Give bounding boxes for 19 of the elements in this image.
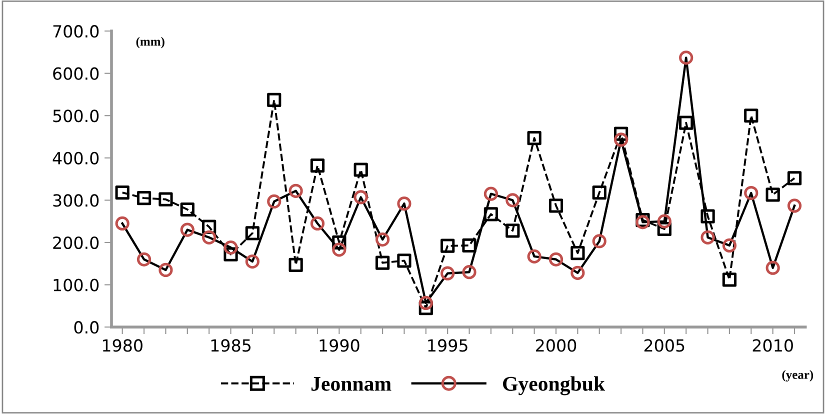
y-axis-title: (mm) [136,36,164,48]
y-tick-label: 100.0 [54,278,99,292]
legend-label: Gyeongbuk [503,376,606,396]
x-tick-label: 2010 [752,339,793,352]
y-tick-label: 400.0 [52,152,99,164]
y-tick-label: 300.0 [53,194,99,207]
x-tick-label: 1990 [320,339,360,352]
x-tick-label: 1985 [211,339,251,352]
legend-label: Jeonnam [311,377,392,391]
y-tick-label: 600.0 [53,67,99,80]
x-tick-label: 2000 [536,339,576,352]
y-tick-label: 700.0 [53,25,99,38]
x-tick-label: 2005 [644,339,684,352]
x-tick-label: 1980 [102,339,142,352]
y-tick-label: 200.0 [53,236,99,250]
y-tick-label: 500.0 [53,110,99,122]
y-tick-label: 0.0 [74,321,99,334]
x-axis-title: (year) [782,370,814,382]
x-tick-label: 1995 [428,339,468,352]
